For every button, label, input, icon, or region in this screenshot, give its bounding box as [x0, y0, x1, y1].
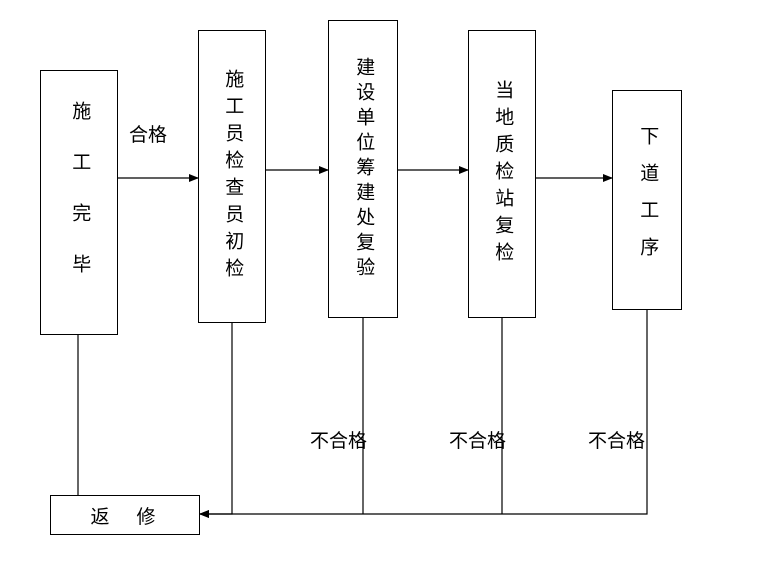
node-construction-complete: 施工完毕	[40, 70, 118, 335]
node-label: 建设单位筹建处复验	[348, 57, 378, 282]
node-construction-unit-recheck: 建设单位筹建处复验	[328, 20, 398, 318]
node-geo-station-recheck: 当地质检站复检	[468, 30, 536, 318]
edge-label-qualified: 合格	[129, 120, 167, 147]
flowchart-canvas: 施工完毕 施工员检查员初检 建设单位筹建处复验 当地质检站复检 下道工序 返 修…	[0, 0, 760, 568]
edge-label-unqualified-3: 不合格	[588, 426, 645, 453]
node-inspector-initial: 施工员检查员初检	[198, 30, 266, 323]
node-label: 返 修	[90, 502, 159, 529]
edge-label-unqualified-1: 不合格	[310, 426, 367, 453]
node-repair: 返 修	[50, 495, 200, 535]
node-next-process: 下道工序	[612, 90, 682, 310]
node-label: 施工完毕	[64, 101, 94, 305]
node-label: 施工员检查员初检	[217, 69, 247, 285]
node-label: 下道工序	[632, 126, 662, 274]
edge-label-unqualified-2: 不合格	[449, 426, 506, 453]
node-label: 当地质检站复检	[487, 80, 517, 269]
